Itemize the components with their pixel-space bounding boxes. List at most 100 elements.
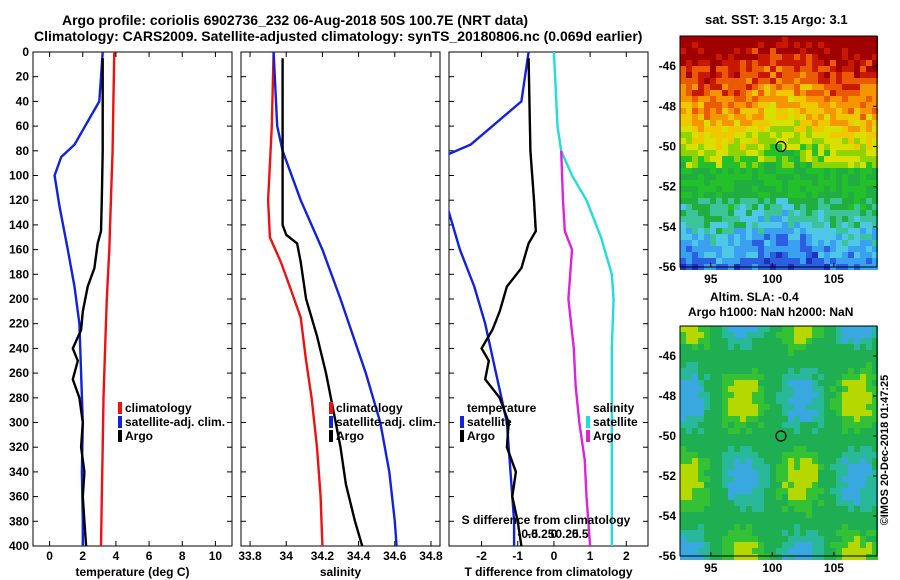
map-cell	[680, 120, 686, 126]
map-cell	[776, 344, 782, 350]
map-cell	[722, 204, 728, 210]
map-cell	[692, 404, 698, 410]
y-tick-label: 260	[9, 366, 29, 380]
map-cell	[728, 404, 734, 410]
map-cell	[848, 482, 854, 488]
map-cell	[728, 344, 734, 350]
map-cell	[704, 344, 710, 350]
map-cell	[794, 434, 800, 440]
map-cell	[782, 386, 788, 392]
map-cell	[848, 150, 854, 156]
map-cell	[848, 524, 854, 530]
map-cell	[854, 54, 860, 60]
map-cell	[854, 216, 860, 222]
map-cell	[872, 144, 878, 150]
map-cell	[818, 144, 824, 150]
map-cell	[770, 344, 776, 350]
map-cell	[728, 198, 734, 204]
map-cell	[782, 192, 788, 198]
map-cell	[824, 404, 830, 410]
map-cell	[800, 36, 806, 42]
map-cell	[866, 156, 872, 162]
map-cell	[830, 192, 836, 198]
map-cell	[710, 222, 716, 228]
map-cell	[746, 114, 752, 120]
map-cell	[686, 536, 692, 542]
map-cell	[812, 338, 818, 344]
map-cell	[740, 72, 746, 78]
map-cell	[824, 96, 830, 102]
map-cell	[818, 78, 824, 84]
map-cell	[728, 216, 734, 222]
map-cell	[788, 48, 794, 54]
map-cell	[824, 338, 830, 344]
map-cell	[686, 392, 692, 398]
map-cell	[842, 404, 848, 410]
map-cell	[824, 240, 830, 246]
map-cell	[842, 500, 848, 506]
map-cell	[764, 452, 770, 458]
map-cell	[710, 162, 716, 168]
map-cell	[818, 374, 824, 380]
map-cell	[692, 258, 698, 264]
map-cell	[698, 554, 704, 560]
y-tick-label: 160	[9, 243, 29, 257]
map-cell	[812, 554, 818, 560]
map-cell	[860, 252, 866, 258]
map-cell	[794, 494, 800, 500]
map-cell	[680, 356, 686, 362]
map-cell	[824, 78, 830, 84]
map-cell	[788, 198, 794, 204]
map-cell	[728, 144, 734, 150]
map-cell	[818, 228, 824, 234]
map-cell	[722, 464, 728, 470]
map-cell	[812, 332, 818, 338]
map-cell	[704, 60, 710, 66]
map-cell	[722, 530, 728, 536]
map-cell	[740, 362, 746, 368]
map-cell	[692, 422, 698, 428]
map-cell	[788, 156, 794, 162]
map-cell	[728, 66, 734, 72]
map-cell	[824, 488, 830, 494]
map-cell	[722, 90, 728, 96]
map-cell	[842, 168, 848, 174]
map-cell	[854, 440, 860, 446]
map-cell	[836, 54, 842, 60]
map-cell	[812, 192, 818, 198]
map-cell	[872, 428, 878, 434]
map-cell	[770, 186, 776, 192]
map-cell	[752, 506, 758, 512]
map-cell	[698, 234, 704, 240]
map-cell	[710, 422, 716, 428]
map-cell	[746, 156, 752, 162]
map-cell	[842, 344, 848, 350]
map-cell	[686, 470, 692, 476]
map-cell	[812, 506, 818, 512]
map-cell	[860, 434, 866, 440]
map-cell	[680, 42, 686, 48]
map-cell	[692, 356, 698, 362]
map-cell	[752, 512, 758, 518]
map-cell	[800, 60, 806, 66]
legend-swatch	[118, 430, 122, 442]
map-cell	[854, 350, 860, 356]
map-cell	[866, 380, 872, 386]
map-cell	[686, 374, 692, 380]
map-cell	[776, 470, 782, 476]
map-cell	[728, 338, 734, 344]
map-cell	[794, 518, 800, 524]
map-cell	[758, 458, 764, 464]
map-cell	[824, 108, 830, 114]
map-cell	[710, 554, 716, 560]
map-cell	[740, 416, 746, 422]
map-cell	[686, 428, 692, 434]
map-cell	[680, 198, 686, 204]
map-cell	[686, 464, 692, 470]
map-cell	[770, 156, 776, 162]
map-cell	[842, 180, 848, 186]
map-cell	[830, 440, 836, 446]
map-cell	[728, 506, 734, 512]
series-line	[552, 52, 615, 546]
map-cell	[710, 458, 716, 464]
